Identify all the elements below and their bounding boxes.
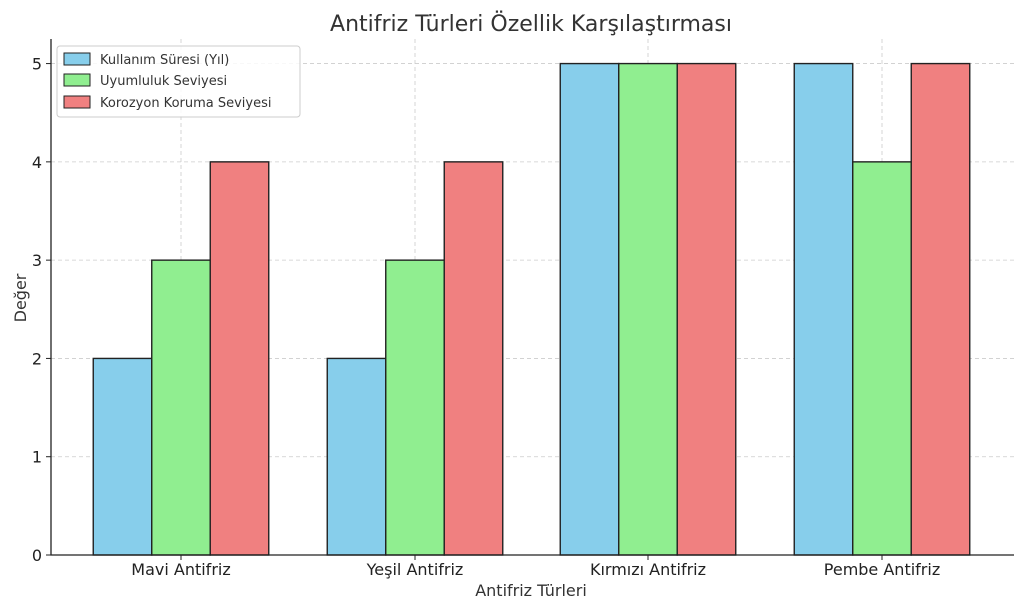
bar <box>151 259 211 556</box>
x-tick-label: Kırmızı Antifriz <box>590 560 706 579</box>
bar <box>443 161 504 556</box>
axis-ticks: 0 1 2 3 4 5 Mavi Antifriz Yeşil Antifriz Kırmızı… <box>32 55 940 579</box>
x-tick-label: Mavi Antifriz <box>131 560 230 579</box>
axes-frame <box>50 39 1014 556</box>
y-tick-label: 3 <box>32 251 42 270</box>
bar <box>326 357 387 556</box>
y-axis-label: Değer <box>11 273 30 322</box>
bar <box>910 62 971 556</box>
legend-swatch-compatibility <box>63 73 91 87</box>
legend-box <box>56 45 301 118</box>
bar <box>559 62 620 556</box>
y-tick-label: 5 <box>32 55 42 74</box>
bar <box>92 357 153 556</box>
bar <box>209 161 270 556</box>
bar <box>852 161 912 556</box>
x-tick-label: Yeşil Antifriz <box>366 560 464 579</box>
y-tick-label: 4 <box>32 153 42 172</box>
legend: Kullanım Süresi (Yıl) Uyumluluk Seviyesi… <box>56 45 301 118</box>
legend-label-compatibility: Uyumluluk Seviyesi <box>100 74 227 89</box>
bars <box>92 62 971 556</box>
chart-title: Antifriz Türleri Özellik Karşılaştırması <box>330 11 732 37</box>
legend-label-corrosion: Korozyon Koruma Seviyesi <box>100 96 272 111</box>
y-tick-label: 1 <box>32 448 42 467</box>
y-tick-label: 0 <box>32 546 42 565</box>
legend-label-usage-life: Kullanım Süresi (Yıl) <box>100 53 229 68</box>
bar <box>385 259 445 556</box>
bar <box>618 62 678 556</box>
bar <box>793 62 854 556</box>
bar <box>676 62 737 556</box>
x-tick-label: Pembe Antifriz <box>824 560 940 579</box>
y-tick-label: 2 <box>32 349 42 368</box>
x-axis-label: Antifriz Türleri <box>475 581 587 600</box>
legend-swatch-usage-life <box>63 52 91 66</box>
legend-swatch-corrosion <box>63 95 91 109</box>
